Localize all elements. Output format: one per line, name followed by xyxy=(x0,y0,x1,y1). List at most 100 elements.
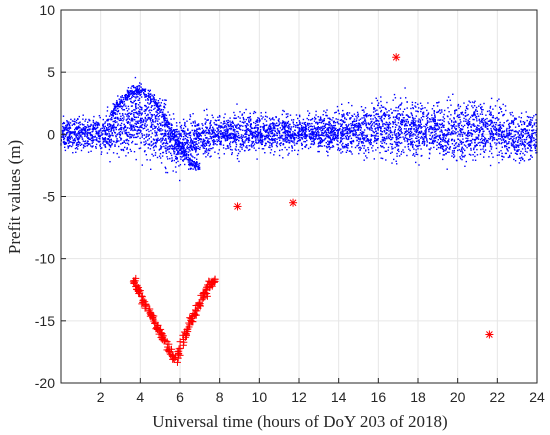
blue-data-point xyxy=(139,120,141,122)
blue-data-point xyxy=(179,141,181,143)
blue-data-point xyxy=(420,127,422,129)
blue-data-point xyxy=(311,132,313,134)
blue-data-point xyxy=(358,127,360,129)
blue-data-point xyxy=(113,123,115,125)
blue-data-point xyxy=(123,101,125,103)
blue-data-point xyxy=(268,117,271,120)
blue-data-point xyxy=(150,129,152,132)
blue-data-point xyxy=(152,155,155,157)
blue-data-point xyxy=(491,122,494,124)
blue-data-point xyxy=(396,114,398,117)
blue-data-point xyxy=(293,124,295,126)
blue-data-point xyxy=(448,133,450,136)
blue-data-point xyxy=(520,128,522,130)
blue-data-point xyxy=(394,97,397,99)
blue-data-point xyxy=(109,144,112,147)
blue-data-point xyxy=(334,128,336,130)
blue-data-point xyxy=(245,139,247,141)
blue-data-point xyxy=(387,125,390,127)
blue-data-point xyxy=(121,132,124,135)
blue-data-point xyxy=(508,133,511,135)
blue-data-point xyxy=(371,123,374,125)
blue-data-point xyxy=(158,126,160,128)
blue-data-point xyxy=(529,120,531,123)
blue-data-point xyxy=(65,142,67,144)
blue-data-point xyxy=(237,149,240,151)
blue-data-point xyxy=(62,131,64,133)
blue-data-point xyxy=(285,125,287,127)
blue-data-point xyxy=(268,128,270,130)
blue-data-point xyxy=(183,124,186,127)
blue-data-point xyxy=(354,146,357,149)
blue-data-point xyxy=(341,123,343,125)
blue-data-point xyxy=(340,139,342,141)
blue-data-point xyxy=(442,136,444,139)
blue-data-point xyxy=(467,119,469,121)
blue-data-point xyxy=(227,147,229,149)
blue-data-point xyxy=(207,129,210,132)
blue-data-point xyxy=(441,139,443,141)
blue-data-point xyxy=(406,137,408,140)
blue-data-point xyxy=(197,137,199,139)
blue-data-point xyxy=(179,133,181,135)
blue-data-point xyxy=(168,136,171,139)
blue-data-point xyxy=(95,143,98,146)
blue-data-point xyxy=(250,145,252,147)
blue-data-point xyxy=(349,150,351,152)
blue-data-point xyxy=(272,141,274,144)
blue-data-point xyxy=(94,128,97,130)
blue-points-layer xyxy=(60,76,538,182)
blue-data-point xyxy=(204,123,207,125)
blue-data-point xyxy=(283,122,285,124)
blue-data-point xyxy=(313,127,315,130)
blue-data-point xyxy=(241,146,243,149)
blue-data-point xyxy=(224,138,226,140)
blue-data-point xyxy=(129,133,132,136)
blue-data-point xyxy=(528,124,531,126)
blue-data-point xyxy=(228,137,231,139)
blue-data-point xyxy=(418,164,420,166)
blue-data-point xyxy=(460,113,463,115)
blue-data-point xyxy=(330,132,333,134)
blue-data-point xyxy=(497,133,499,135)
blue-data-point xyxy=(92,119,94,122)
blue-data-point xyxy=(429,119,431,121)
blue-data-point xyxy=(354,130,356,133)
blue-data-point xyxy=(433,110,435,112)
blue-data-point xyxy=(500,111,503,113)
blue-data-point xyxy=(528,123,530,125)
blue-data-point xyxy=(137,122,140,124)
blue-data-point xyxy=(187,141,189,144)
blue-data-point xyxy=(469,143,471,145)
blue-data-point xyxy=(147,147,149,149)
blue-data-point xyxy=(455,146,457,149)
blue-data-point xyxy=(441,131,443,133)
blue-data-point xyxy=(328,132,331,134)
blue-data-point xyxy=(491,125,493,128)
blue-data-point xyxy=(247,138,249,141)
blue-data-point xyxy=(321,139,324,141)
blue-data-point xyxy=(496,116,498,119)
blue-data-point xyxy=(480,106,482,109)
blue-data-point xyxy=(311,122,313,125)
blue-data-point xyxy=(97,135,100,137)
blue-data-point xyxy=(236,154,239,157)
blue-data-point xyxy=(439,112,442,114)
blue-data-point xyxy=(396,141,399,144)
blue-data-point xyxy=(137,104,140,106)
blue-data-point xyxy=(149,112,151,114)
blue-data-point xyxy=(402,149,404,151)
blue-data-point xyxy=(286,137,288,140)
blue-data-point xyxy=(359,126,362,128)
blue-data-point xyxy=(490,122,492,124)
blue-data-point xyxy=(380,126,382,128)
blue-data-point xyxy=(98,141,101,143)
blue-data-point xyxy=(354,125,356,127)
blue-data-point xyxy=(337,129,339,131)
blue-data-point xyxy=(119,117,121,120)
blue-data-point xyxy=(492,137,494,140)
blue-data-point xyxy=(108,148,111,151)
blue-data-point xyxy=(344,146,346,149)
blue-data-point xyxy=(131,127,133,129)
blue-data-point xyxy=(127,152,129,154)
